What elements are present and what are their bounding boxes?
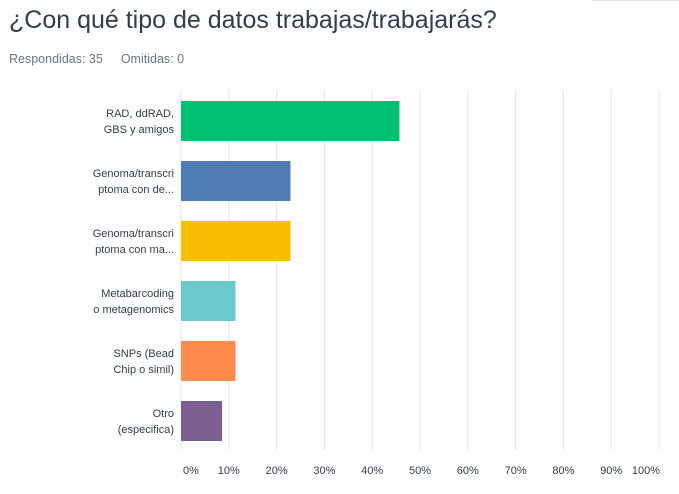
bar-1[interactable]: [181, 101, 400, 141]
x-tick-label: 70%: [505, 465, 527, 477]
skipped-count: Omitidas: 0: [120, 52, 185, 66]
x-tick-label: 30%: [313, 465, 335, 477]
answered-count: Respondidas: 35: [9, 52, 103, 66]
x-tick-label: 60%: [457, 465, 479, 477]
bars: [181, 101, 400, 441]
x-tick-label: 40%: [361, 465, 383, 477]
x-tick-label: 10%: [218, 465, 240, 477]
x-tick-label: 0%: [183, 465, 199, 477]
category-label: ptoma con de...: [98, 184, 174, 196]
bar-6[interactable]: [181, 401, 223, 441]
bar-2[interactable]: [181, 161, 291, 201]
category-label: Metabarcoding: [101, 288, 174, 300]
category-label: Genoma/transcri: [93, 168, 174, 180]
category-label: RAD, ddRAD,: [106, 108, 174, 120]
response-stats: Respondidas: 35 Omitidas: 0: [9, 52, 184, 66]
category-label: (especifica): [118, 424, 174, 436]
bar-4[interactable]: [181, 281, 236, 321]
x-tick-label: 100%: [632, 465, 660, 477]
bar-5[interactable]: [181, 341, 236, 381]
category-label: Chip o simil): [113, 364, 174, 376]
x-tick-label: 90%: [600, 465, 622, 477]
x-tick-label: 50%: [409, 465, 431, 477]
top-divider: [592, 0, 679, 1]
category-label: o metagenomics: [93, 304, 174, 316]
category-labels: RAD, ddRAD, GBS y amigos Genoma/transcri pt…: [93, 108, 175, 436]
category-label: GBS y amigos: [104, 124, 175, 136]
category-label: SNPs (Bead: [113, 348, 174, 360]
category-label: Genoma/transcri: [93, 228, 174, 240]
x-tick-label: 20%: [266, 465, 288, 477]
gridlines: [180, 90, 660, 450]
category-label: Otro: [153, 408, 174, 420]
bar-3[interactable]: [181, 221, 291, 261]
category-label: ptoma con ma...: [95, 244, 174, 256]
x-tick-labels: 0% 10% 20% 30% 40% 50% 60% 70% 80% 90% 100%: [183, 465, 660, 477]
question-title: ¿Con qué tipo de datos trabajas/trabajar…: [9, 6, 497, 34]
x-tick-label: 80%: [552, 465, 574, 477]
